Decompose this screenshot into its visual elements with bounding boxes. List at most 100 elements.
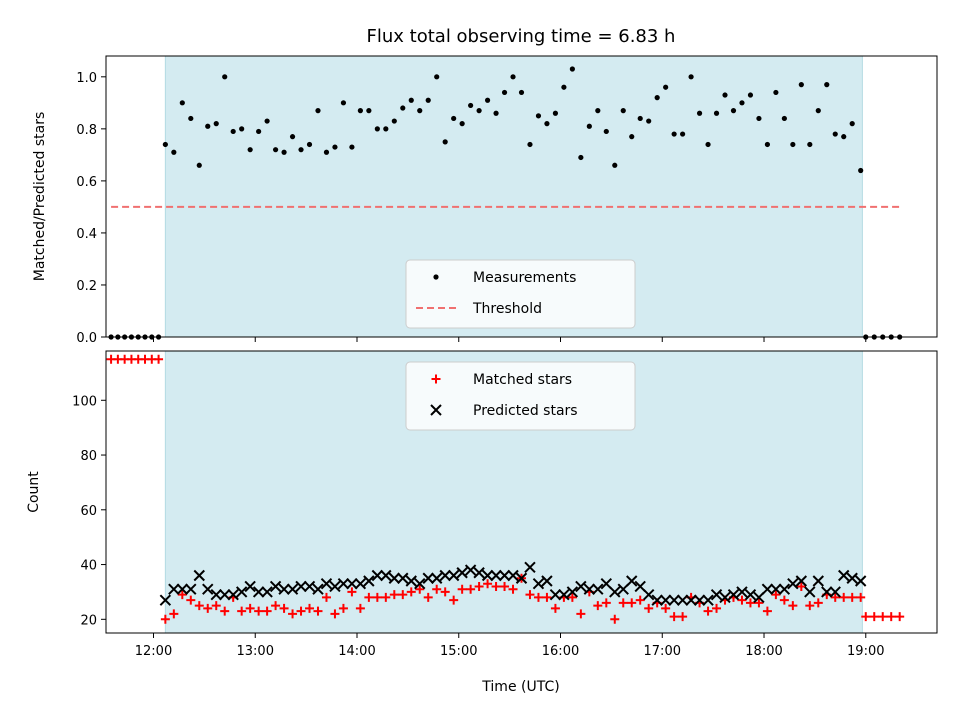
- predicted-point: [702, 594, 714, 606]
- predicted-point: [524, 561, 536, 573]
- matched-point: [788, 601, 798, 611]
- y-tick-label: 60: [80, 504, 97, 519]
- y-tick-label: 0.2: [76, 279, 97, 294]
- measurement-point: [162, 141, 168, 148]
- matched-point: [169, 609, 179, 619]
- matched-point: [627, 598, 637, 608]
- matched-point: [423, 592, 433, 602]
- matched-point: [635, 595, 645, 605]
- y-tick-label: 0.8: [76, 123, 97, 138]
- legend-label: Measurements: [473, 270, 576, 286]
- predicted-point: [651, 594, 663, 606]
- measurement-point: [289, 134, 296, 140]
- measurement-point: [620, 108, 626, 114]
- predicted-point: [787, 578, 799, 590]
- matched-point: [601, 598, 611, 608]
- predicted-point: [244, 580, 256, 593]
- predicted-point: [812, 575, 824, 587]
- predicted-point: [269, 580, 282, 593]
- predicted-point: [252, 586, 265, 598]
- measurement-point: [213, 121, 219, 127]
- matched-point: [194, 601, 204, 611]
- predicted-point: [719, 591, 731, 604]
- matched-point: [886, 612, 896, 622]
- matched-point: [542, 592, 552, 602]
- predicted-point: [600, 578, 613, 590]
- legend-marker-measurements: [433, 274, 439, 280]
- matched-point: [861, 612, 871, 622]
- predicted-point: [261, 586, 273, 598]
- matched-point: [508, 584, 518, 594]
- measurement-point: [425, 97, 431, 103]
- y-tick-label: 1.0: [76, 71, 97, 86]
- matched-point: [203, 603, 213, 613]
- measurement-point: [493, 110, 499, 116]
- measurement-point: [272, 147, 279, 153]
- predicted-point: [583, 583, 596, 595]
- measurement-point: [468, 102, 474, 109]
- measurement-point: [747, 92, 754, 98]
- matched-point: [771, 590, 781, 600]
- predicted-point: [464, 564, 477, 576]
- predicted-point: [295, 580, 307, 593]
- measurement-point: [739, 100, 745, 106]
- matched-point: [288, 609, 298, 619]
- legend-marker-matched: [431, 374, 441, 384]
- predicted-point: [210, 588, 222, 601]
- predicted-point: [753, 591, 765, 604]
- measurement-point: [629, 134, 635, 140]
- ratio-panel: 0.0 0.2 0.4 0.6 0.8 1.0 Matched/Predicted star…: [32, 55, 938, 346]
- matched-point: [483, 579, 493, 589]
- matched-point: [406, 587, 416, 597]
- x-tick-label: 13:00: [237, 644, 274, 659]
- measurement-point: [841, 134, 847, 140]
- matched-point: [330, 609, 340, 619]
- predicted-point: [566, 586, 579, 598]
- y-tick-label: 20: [80, 613, 97, 628]
- measurement-point: [340, 100, 347, 106]
- matched-point: [610, 614, 620, 624]
- measurement-point: [637, 115, 643, 122]
- predicted-point: [422, 572, 434, 584]
- matched-point: [550, 603, 560, 613]
- measurement-point: [374, 126, 380, 132]
- predicted-point: [430, 572, 443, 584]
- predicted-point: [532, 578, 545, 590]
- matched-point: [567, 592, 577, 602]
- measurement-point: [722, 92, 728, 98]
- matched-point: [338, 603, 348, 613]
- measurement-point: [832, 131, 838, 137]
- legend-box: [405, 259, 636, 329]
- matched-point: [754, 598, 764, 608]
- matched-point: [415, 584, 425, 594]
- predicted-point: [414, 578, 426, 590]
- matched-point: [618, 598, 628, 608]
- measurement-point: [696, 110, 703, 116]
- measurement-point: [730, 108, 737, 114]
- measurement-point: [476, 108, 482, 114]
- measurement-point: [459, 121, 465, 127]
- predicted-point: [778, 583, 791, 595]
- predicted-point: [846, 572, 858, 584]
- y-tick-label: 0.0: [76, 331, 97, 346]
- matched-point: [271, 601, 281, 611]
- x-tick-label: 18:00: [745, 644, 782, 659]
- measurement-point: [196, 162, 202, 168]
- measurement-point: [535, 113, 542, 119]
- measurement-point: [569, 66, 575, 72]
- measurement-point: [552, 110, 559, 116]
- measurement-point: [764, 141, 771, 148]
- matched-point: [533, 592, 543, 602]
- measurement-point: [256, 128, 262, 135]
- measurement-point: [306, 141, 313, 148]
- predicted-point: [405, 575, 417, 587]
- chart-title: Flux total observing time = 6.83 h: [367, 26, 676, 47]
- matched-point: [449, 595, 459, 605]
- matched-point: [440, 587, 450, 597]
- predicted-point: [685, 594, 697, 606]
- measurement-point: [408, 97, 414, 103]
- matched-point: [457, 584, 467, 594]
- measurement-point: [383, 126, 389, 132]
- measurement-point: [603, 128, 609, 135]
- measurement-point: [315, 108, 321, 114]
